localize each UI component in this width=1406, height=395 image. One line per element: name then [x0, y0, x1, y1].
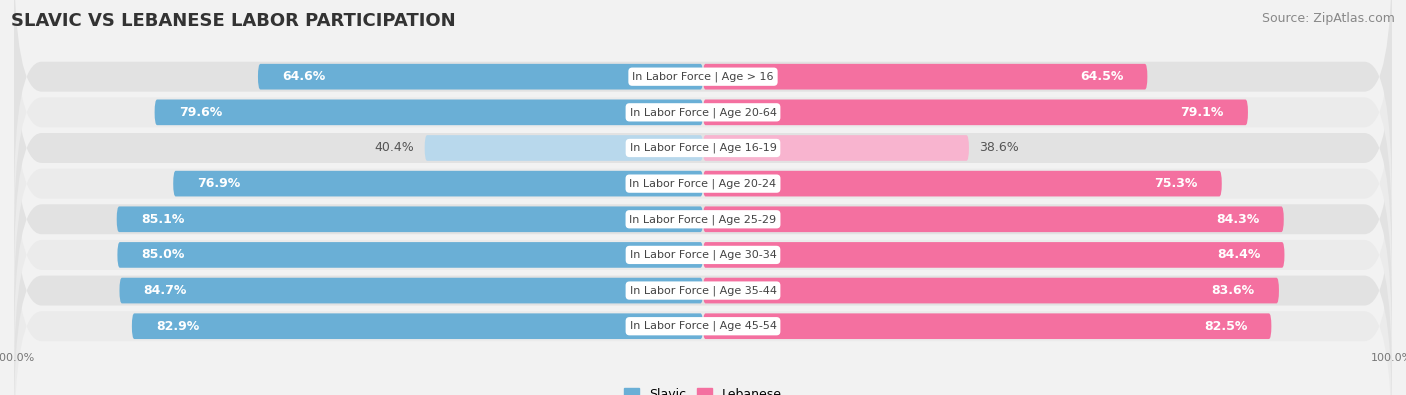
FancyBboxPatch shape: [117, 207, 703, 232]
FancyBboxPatch shape: [14, 199, 1392, 395]
Text: 82.9%: 82.9%: [156, 320, 200, 333]
FancyBboxPatch shape: [173, 171, 703, 196]
Text: 83.6%: 83.6%: [1212, 284, 1254, 297]
FancyBboxPatch shape: [703, 64, 1147, 90]
Text: 75.3%: 75.3%: [1154, 177, 1198, 190]
Text: In Labor Force | Age 25-29: In Labor Force | Age 25-29: [630, 214, 776, 224]
Text: 38.6%: 38.6%: [979, 141, 1019, 154]
Text: 64.6%: 64.6%: [283, 70, 325, 83]
Text: 76.9%: 76.9%: [197, 177, 240, 190]
FancyBboxPatch shape: [120, 278, 703, 303]
Text: SLAVIC VS LEBANESE LABOR PARTICIPATION: SLAVIC VS LEBANESE LABOR PARTICIPATION: [11, 12, 456, 30]
Text: 85.1%: 85.1%: [141, 213, 184, 226]
FancyBboxPatch shape: [155, 100, 703, 125]
Text: 84.3%: 84.3%: [1216, 213, 1260, 226]
Text: 79.1%: 79.1%: [1181, 106, 1223, 119]
Text: 40.4%: 40.4%: [374, 141, 415, 154]
Text: In Labor Force | Age 16-19: In Labor Force | Age 16-19: [630, 143, 776, 153]
Text: 84.4%: 84.4%: [1218, 248, 1260, 261]
Text: 85.0%: 85.0%: [142, 248, 184, 261]
FancyBboxPatch shape: [14, 21, 1392, 276]
Text: In Labor Force | Age > 16: In Labor Force | Age > 16: [633, 71, 773, 82]
FancyBboxPatch shape: [703, 278, 1279, 303]
FancyBboxPatch shape: [14, 163, 1392, 395]
FancyBboxPatch shape: [14, 0, 1392, 240]
Legend: Slavic, Lebanese: Slavic, Lebanese: [620, 383, 786, 395]
Text: 82.5%: 82.5%: [1204, 320, 1247, 333]
FancyBboxPatch shape: [14, 92, 1392, 347]
Text: 64.5%: 64.5%: [1080, 70, 1123, 83]
FancyBboxPatch shape: [425, 135, 703, 161]
Text: In Labor Force | Age 20-24: In Labor Force | Age 20-24: [630, 179, 776, 189]
FancyBboxPatch shape: [703, 171, 1222, 196]
FancyBboxPatch shape: [132, 313, 703, 339]
FancyBboxPatch shape: [14, 56, 1392, 311]
Text: In Labor Force | Age 20-64: In Labor Force | Age 20-64: [630, 107, 776, 118]
FancyBboxPatch shape: [703, 313, 1271, 339]
FancyBboxPatch shape: [703, 100, 1249, 125]
FancyBboxPatch shape: [14, 0, 1392, 204]
Text: In Labor Force | Age 30-34: In Labor Force | Age 30-34: [630, 250, 776, 260]
Text: 84.7%: 84.7%: [143, 284, 187, 297]
FancyBboxPatch shape: [703, 242, 1285, 268]
Text: 79.6%: 79.6%: [179, 106, 222, 119]
FancyBboxPatch shape: [257, 64, 703, 90]
Text: In Labor Force | Age 45-54: In Labor Force | Age 45-54: [630, 321, 776, 331]
Text: Source: ZipAtlas.com: Source: ZipAtlas.com: [1261, 12, 1395, 25]
FancyBboxPatch shape: [14, 127, 1392, 382]
FancyBboxPatch shape: [117, 242, 703, 268]
FancyBboxPatch shape: [703, 135, 969, 161]
FancyBboxPatch shape: [703, 207, 1284, 232]
Text: In Labor Force | Age 35-44: In Labor Force | Age 35-44: [630, 285, 776, 296]
